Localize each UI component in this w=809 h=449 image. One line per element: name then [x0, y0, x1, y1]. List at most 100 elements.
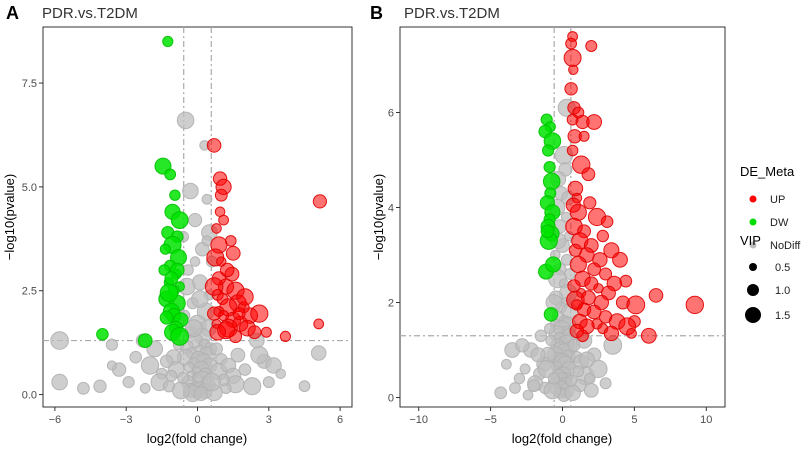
- panel-a-point-nodiff: [238, 363, 252, 376]
- panel-a-point-nodiff: [185, 319, 203, 338]
- panel-b-point-up: [586, 114, 602, 130]
- legend-size-05: [749, 263, 757, 271]
- panel-b-point-nodiff: [547, 372, 561, 385]
- panel-a-point-nodiff: [122, 376, 135, 389]
- panel-b-point-nodiff: [543, 381, 562, 400]
- panel-a-point-up: [236, 288, 254, 306]
- panel-a-point-nodiff: [129, 350, 142, 364]
- legend-swatch-up: [749, 195, 757, 203]
- panel-b-point-dw: [545, 256, 562, 273]
- panel-b-point-up: [563, 48, 582, 67]
- panel-a-xtick-label: −6: [49, 414, 62, 426]
- panel-a-point-dw: [158, 264, 170, 276]
- panel-a-ytick-label: 0.0: [22, 390, 37, 402]
- panel-b-ytick-label: 6: [388, 108, 394, 120]
- panel-b-xtick-label: 10: [700, 414, 712, 426]
- panel-a-point-dw: [162, 35, 174, 48]
- panel-b-point-nodiff: [565, 375, 577, 387]
- panel-a-point-nodiff: [310, 345, 327, 361]
- panel-a-point-nodiff: [140, 356, 160, 375]
- panel-a-point-nodiff: [265, 357, 282, 374]
- panel-b-point-up: [626, 328, 637, 339]
- panel-b-title: PDR.vs.T2DM: [404, 5, 500, 22]
- panel-a-point-dw: [137, 333, 153, 349]
- panel-a-point-up: [225, 245, 241, 261]
- panel-a-point-up: [214, 188, 228, 202]
- panel-b-point-up: [596, 229, 609, 243]
- panel-b-point-up: [599, 267, 613, 281]
- legend-size-10: [747, 284, 759, 296]
- panel-b-point-nodiff: [527, 379, 541, 393]
- panel-b-point-nodiff: [560, 211, 572, 223]
- panel-a-point-nodiff: [106, 360, 118, 371]
- panel-b-point-up: [581, 167, 596, 182]
- panel-b-point-up: [587, 262, 601, 277]
- legend-vip-label: VIP: [740, 233, 761, 248]
- panel-b-point-dw: [543, 307, 559, 322]
- panel-b-point-dw: [543, 161, 556, 174]
- panel-a-point-nodiff: [262, 376, 275, 389]
- panel-a-axes: −6 −3 0 3 6 0.0 2.5 5.0 7.5: [22, 78, 343, 426]
- panel-a-point-nodiff: [77, 381, 90, 395]
- panel-a-point-up: [217, 321, 235, 340]
- panel-b-xtick-label: 0: [559, 414, 565, 426]
- panel-b-point-up: [564, 82, 578, 96]
- panel-b-point-nodiff: [534, 329, 548, 343]
- panel-a-xtick-label: 6: [337, 414, 343, 426]
- panel-a-y-axis-title: −log10(pvalue): [2, 174, 17, 260]
- panel-b-point-dw: [540, 224, 555, 239]
- panel-a-point-dw: [159, 283, 179, 303]
- panel-a-point-up: [260, 326, 272, 338]
- panel-b-point-nodiff: [544, 323, 556, 335]
- panel-a-ytick-label: 5.0: [22, 182, 37, 194]
- panel-a-xtick-label: 0: [194, 414, 200, 426]
- panel-a-point-up: [312, 194, 327, 209]
- panel-a-points: [50, 35, 327, 403]
- panel-a-x-axis-title: log2(fold change): [147, 431, 247, 446]
- panel-b-point-up: [583, 196, 597, 210]
- panel-b-point-nodiff: [494, 386, 508, 400]
- panel-b-point-up: [569, 255, 587, 274]
- panel-a-point-up: [247, 325, 262, 340]
- panel-a-point-nodiff: [51, 373, 68, 391]
- legend-color-title: DE_Meta: [740, 164, 795, 179]
- panel-b-x-axis-title: log2(fold change): [512, 431, 612, 446]
- panel-b-point-dw: [542, 144, 555, 157]
- legend-size-label-15: 1.5: [775, 310, 790, 322]
- panel-b-point-up: [566, 144, 579, 157]
- panel-b-ytick-label: 4: [388, 203, 394, 215]
- panel-a-title: PDR.vs.T2DM: [42, 5, 138, 22]
- panel-a-xtick-label: 3: [266, 414, 272, 426]
- panel-b-point-up: [585, 40, 598, 52]
- panel-b-point-nodiff: [530, 347, 546, 363]
- panel-b-point-up: [578, 130, 590, 142]
- panel-letter-a: A: [6, 3, 19, 23]
- panel-b-point-nodiff: [589, 359, 608, 379]
- panel-a-point-dw: [170, 211, 189, 230]
- panel-a-point-nodiff: [230, 347, 246, 363]
- panel-a-point-up: [232, 307, 246, 321]
- panel-a-point-up: [250, 304, 269, 323]
- panel-a-point-nodiff: [202, 372, 222, 392]
- panel-a-point-dw: [159, 243, 171, 255]
- legend: DE_Meta UP DW NoDiff VIP 0.5 1.0 1.5: [740, 164, 801, 323]
- panel-a-point-up: [218, 214, 230, 226]
- panel-b-point-up: [600, 215, 614, 228]
- legend-label-dw: DW: [770, 217, 789, 229]
- panel-b-xtick-label: −5: [484, 414, 497, 426]
- panel-a-point-up: [279, 330, 291, 342]
- panel-b-point-nodiff: [572, 365, 585, 378]
- panel-a-point-dw: [164, 271, 179, 286]
- panel-a-point-nodiff: [182, 182, 199, 200]
- panel-b-point-up: [565, 37, 577, 50]
- panel-a-point-up: [313, 318, 325, 330]
- legend-swatch-nodiff: [749, 241, 757, 249]
- panel-a-ytick-label: 7.5: [22, 78, 37, 90]
- panel-b-point-up: [648, 288, 664, 303]
- legend-label-nodiff: NoDiff: [770, 240, 801, 252]
- panel-a-point-dw: [164, 168, 177, 181]
- panel-a-point-up: [206, 138, 222, 153]
- panel-a-point-nodiff: [250, 346, 269, 365]
- panel-b-axes: −10 −5 0 5 10 0 2 4 6: [388, 108, 713, 427]
- legend-size-label-05: 0.5: [775, 262, 790, 274]
